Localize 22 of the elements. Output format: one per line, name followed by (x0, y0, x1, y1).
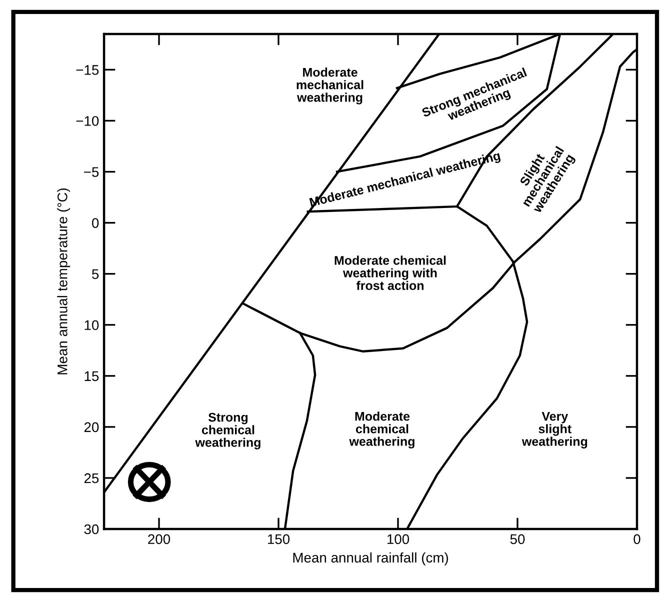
annotation: Moderate chemical weathering with frost action (334, 256, 446, 290)
x-axis-title: Mean annual rainfall (cm) (293, 552, 448, 566)
y-tick-label: 5 (92, 269, 99, 280)
y-tick-label: 30 (84, 524, 99, 534)
y-tick-label: −5 (84, 167, 99, 177)
y-tick-label: 25 (84, 473, 99, 484)
x-tick-label: 100 (387, 534, 410, 544)
y-tick-label: −15 (76, 65, 99, 75)
x-tick-label: 0 (634, 534, 640, 544)
annotation: Moderate chemical weathering (349, 412, 414, 448)
y-tick-label: −10 (76, 116, 99, 126)
y-tick-label: 0 (92, 218, 99, 228)
x-tick-label: 200 (148, 534, 170, 544)
x-tick-label: 50 (510, 534, 525, 544)
x-tick-label: 150 (268, 534, 290, 544)
annotation: Moderate mechanical weathering (296, 68, 364, 104)
annotation: Very slight weathering (522, 412, 588, 448)
y-axis-title: Mean annual temperature (°C) (57, 188, 70, 374)
annotation: Strong chemical weathering (195, 412, 260, 450)
y-tick-label: 15 (84, 371, 99, 382)
y-tick-label: 10 (84, 320, 99, 330)
y-tick-label: 20 (84, 422, 99, 432)
